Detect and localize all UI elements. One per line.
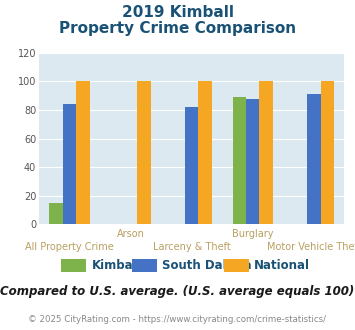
Bar <box>76 82 90 224</box>
Text: National: National <box>254 259 310 272</box>
Text: Kimball: Kimball <box>92 259 141 272</box>
Text: Arson: Arson <box>117 229 144 239</box>
Bar <box>198 82 212 224</box>
Bar <box>307 94 321 224</box>
Bar <box>321 82 334 224</box>
Bar <box>63 104 76 224</box>
Text: © 2025 CityRating.com - https://www.cityrating.com/crime-statistics/: © 2025 CityRating.com - https://www.city… <box>28 315 327 324</box>
Bar <box>260 82 273 224</box>
Text: South Dakota: South Dakota <box>162 259 252 272</box>
Bar <box>137 82 151 224</box>
Text: Compared to U.S. average. (U.S. average equals 100): Compared to U.S. average. (U.S. average … <box>0 285 355 298</box>
Text: All Property Crime: All Property Crime <box>25 242 114 251</box>
Bar <box>233 97 246 224</box>
Text: Burglary: Burglary <box>232 229 273 239</box>
Text: Property Crime Comparison: Property Crime Comparison <box>59 21 296 36</box>
Bar <box>49 203 63 224</box>
Text: Larceny & Theft: Larceny & Theft <box>153 242 231 251</box>
Text: Motor Vehicle Theft: Motor Vehicle Theft <box>267 242 355 251</box>
Text: 2019 Kimball: 2019 Kimball <box>121 5 234 20</box>
Bar <box>246 99 260 224</box>
Bar <box>185 107 198 224</box>
